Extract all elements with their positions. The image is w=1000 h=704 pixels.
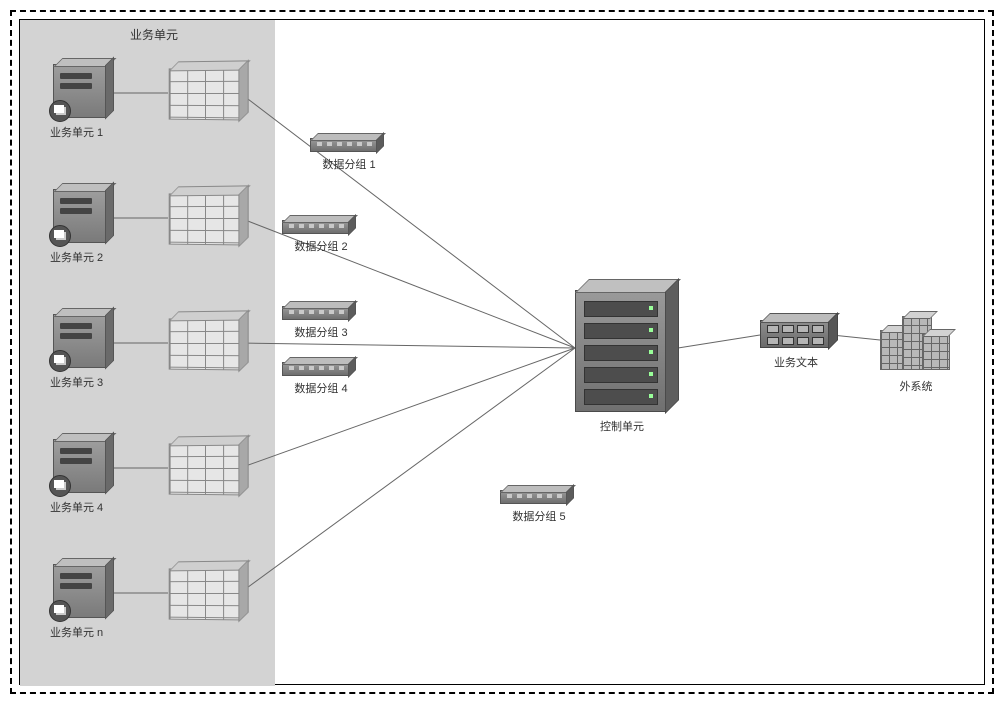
business-unit-server: [53, 433, 109, 495]
outer-dashed-frame: 业务单元 业务单元 1 业务单元 2 业务单元 3 业务单元 4 业务单元 n 数据分组 …: [10, 10, 994, 694]
inner-frame: 业务单元 业务单元 1 业务单元 2 业务单元 3 业务单元 4 业务单元 n 数据分组 …: [19, 19, 985, 685]
business-unit-label: 业务单元 4: [50, 499, 120, 515]
data-group-label: 数据分组 4: [286, 380, 356, 396]
external-system-icon: [880, 310, 950, 370]
firewall-icon: [169, 443, 241, 496]
control-unit-server-icon: [575, 290, 667, 412]
business-unit-label: 业务单元 n: [50, 624, 120, 640]
firewall-icon: [169, 568, 241, 621]
business-unit-server: [53, 558, 109, 620]
firewall-icon: [169, 193, 241, 246]
business-unit-server: [53, 308, 109, 370]
data-group-label: 数据分组 5: [504, 508, 574, 524]
business-unit-label: 业务单元 3: [50, 374, 120, 390]
data-group-label: 数据分组 3: [286, 324, 356, 340]
business-unit-server: [53, 58, 109, 120]
data-group-label: 数据分组 2: [286, 238, 356, 254]
business-text-label: 业务文本: [768, 354, 824, 370]
zone-title: 业务单元: [130, 26, 178, 43]
data-group-switch-icon: [500, 490, 568, 504]
data-group-switch-icon: [282, 306, 350, 320]
data-group-switch-icon: [310, 138, 378, 152]
business-unit-server: [53, 183, 109, 245]
firewall-icon: [169, 68, 241, 121]
firewall-icon: [169, 318, 241, 371]
data-group-switch-icon: [282, 220, 350, 234]
business-unit-label: 业务单元 2: [50, 249, 120, 265]
data-group-label: 数据分组 1: [314, 156, 384, 172]
control-unit-label: 控制单元: [592, 418, 652, 434]
business-unit-label: 业务单元 1: [50, 124, 120, 140]
external-system-label: 外系统: [894, 378, 938, 394]
data-group-switch-icon: [282, 362, 350, 376]
storage-icon: [760, 320, 830, 348]
